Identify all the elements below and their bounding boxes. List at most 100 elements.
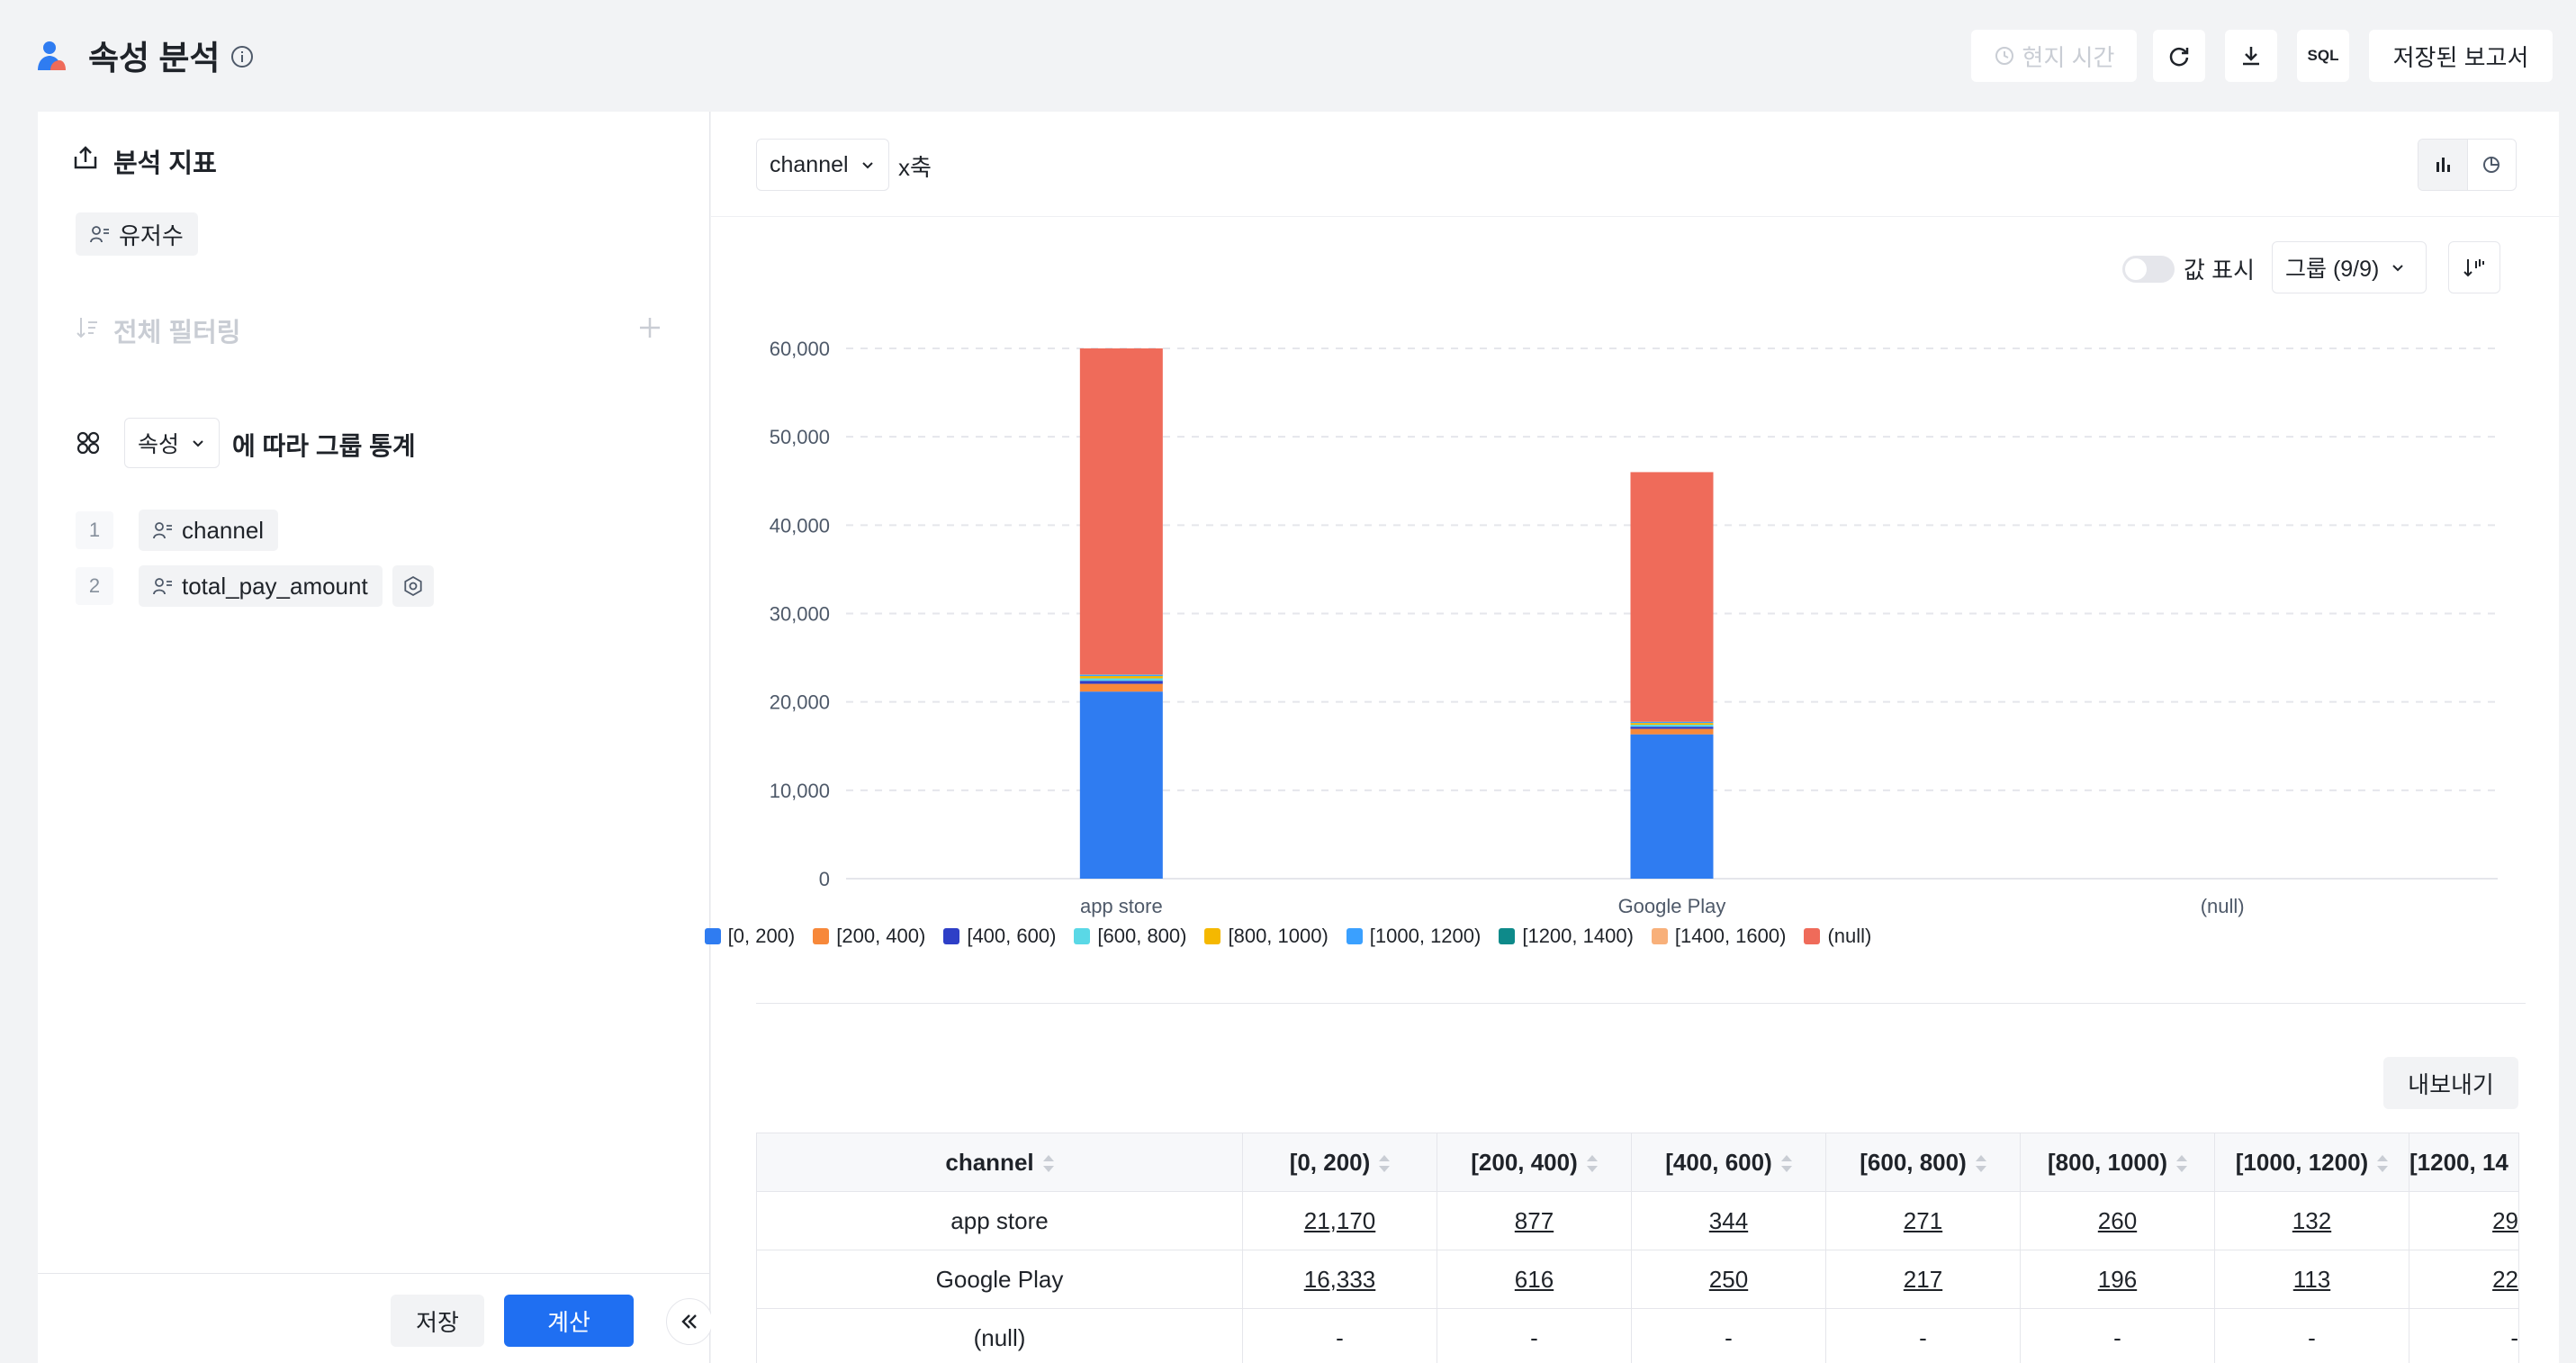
table-cell: - <box>2020 1308 2215 1363</box>
bar-segment[interactable] <box>1079 691 1163 879</box>
cell-value-link[interactable]: 16,333 <box>1303 1265 1376 1293</box>
sort-arrows-icon[interactable] <box>2175 1154 2187 1173</box>
show-values-toggle[interactable] <box>2122 256 2175 283</box>
refresh-button[interactable] <box>2153 30 2205 82</box>
cell-value-link[interactable]: 616 <box>1514 1265 1554 1293</box>
group-type-select[interactable]: 속성 <box>124 418 221 468</box>
filter-icon <box>77 318 97 338</box>
legend-item[interactable]: [600, 800) <box>1074 925 1186 948</box>
refresh-icon <box>2169 47 2189 67</box>
table-cell: 196 <box>2020 1250 2215 1309</box>
bar-segment[interactable] <box>1079 683 1163 692</box>
bar-segment[interactable] <box>1079 674 1163 676</box>
sort-button[interactable] <box>2448 241 2500 293</box>
bar-segment[interactable] <box>1630 723 1714 726</box>
metric-tag-users[interactable]: 유저수 <box>76 212 198 256</box>
metrics-icon <box>74 146 97 169</box>
sql-button[interactable]: SQL <box>2297 30 2349 82</box>
column-header[interactable]: [1000, 1200) <box>2214 1133 2409 1192</box>
column-header[interactable]: [200, 400) <box>1437 1133 1632 1192</box>
bar-chart-toggle[interactable] <box>2418 140 2467 190</box>
group-filter-select[interactable]: 그룹 (9/9) <box>2272 241 2427 293</box>
bar-segment[interactable] <box>1079 681 1163 684</box>
column-header-label: [0, 200) <box>1289 1148 1371 1176</box>
column-header[interactable]: [400, 600) <box>1631 1133 1826 1192</box>
local-time-label: 현지 시간 <box>2022 43 2115 71</box>
legend-item[interactable]: [1200, 1400) <box>1499 925 1634 948</box>
column-header[interactable]: [1200, 14 <box>2409 1133 2519 1192</box>
cell-value-link[interactable]: 22 <box>2492 1265 2518 1293</box>
cell-value-link[interactable]: 271 <box>1903 1206 1943 1234</box>
collapse-panel-button[interactable] <box>666 1298 713 1345</box>
group-item-channel[interactable]: channel <box>139 510 279 551</box>
bar-segment[interactable] <box>1630 472 1714 722</box>
bar-segment[interactable] <box>1630 721 1714 724</box>
group-item-total-pay-amount[interactable]: total_pay_amount <box>139 565 383 607</box>
calculate-label: 계산 <box>547 1308 590 1336</box>
column-header[interactable]: [0, 200) <box>1242 1133 1437 1192</box>
double-chevron-left-icon <box>681 1314 697 1329</box>
column-header-label: [200, 400) <box>1471 1148 1578 1176</box>
legend-swatch <box>813 928 830 944</box>
legend-item[interactable]: [0, 200) <box>704 925 795 948</box>
bar-segment[interactable] <box>1079 675 1163 679</box>
chevron-down-icon <box>2392 265 2404 272</box>
group-icon <box>77 431 100 455</box>
export-button[interactable]: 내보내기 <box>2383 1057 2518 1109</box>
footer-divider <box>38 1273 710 1274</box>
cell-value-link[interactable]: 877 <box>1514 1206 1554 1234</box>
bar-segment[interactable] <box>1630 725 1714 727</box>
column-header-channel[interactable]: channel <box>756 1133 1243 1192</box>
legend-swatch <box>943 928 960 944</box>
legend-item[interactable]: [400, 600) <box>943 925 1056 948</box>
cell-value-link[interactable]: 217 <box>1903 1265 1943 1293</box>
cell-value-link[interactable]: 196 <box>2097 1265 2138 1293</box>
sort-arrows-icon[interactable] <box>1780 1154 1792 1173</box>
legend-item[interactable]: [1400, 1600) <box>1651 925 1787 948</box>
download-button[interactable] <box>2225 30 2277 82</box>
sort-arrows-icon[interactable] <box>1586 1154 1598 1173</box>
sort-arrows-icon[interactable] <box>1042 1154 1054 1173</box>
bar-segment[interactable] <box>1630 728 1714 735</box>
saved-reports-button[interactable]: 저장된 보고서 <box>2369 30 2553 82</box>
table-cell: Google Play <box>756 1250 1243 1309</box>
group-settings-button[interactable] <box>392 565 434 607</box>
bar-segment[interactable] <box>1630 734 1714 879</box>
add-filter-icon[interactable] <box>637 315 662 340</box>
cell-value-link[interactable]: 113 <box>2292 1265 2331 1293</box>
save-button[interactable]: 저장 <box>391 1295 484 1347</box>
cell-value-link[interactable]: 132 <box>2292 1206 2332 1234</box>
bar-segment[interactable] <box>1079 348 1163 675</box>
info-icon[interactable] <box>230 45 254 68</box>
table-cell: 21,170 <box>1242 1191 1437 1250</box>
cell-value-link[interactable]: 260 <box>2097 1206 2138 1234</box>
legend-swatch <box>704 928 721 944</box>
calculate-button[interactable]: 계산 <box>504 1295 634 1347</box>
local-time-button[interactable]: 현지 시간 <box>1971 30 2137 82</box>
legend-swatch <box>1346 928 1363 944</box>
group-item-index: 2 <box>76 567 113 605</box>
column-header[interactable]: [600, 800) <box>1825 1133 2021 1192</box>
pie-chart-toggle[interactable] <box>2466 140 2516 190</box>
legend-item[interactable]: [200, 400) <box>813 925 925 948</box>
cell-value-link[interactable]: 29 <box>2492 1206 2518 1234</box>
dimension-select[interactable]: channel <box>756 139 889 191</box>
legend-label: [400, 600) <box>967 925 1057 947</box>
user-property-icon <box>90 226 109 243</box>
cell-value-link[interactable]: 344 <box>1708 1206 1749 1234</box>
bar-segment[interactable] <box>1079 678 1163 682</box>
legend-label: [1000, 1200) <box>1369 925 1482 947</box>
table-row: Google Play 16,333 616 250 217 196 113 22 <box>756 1250 2519 1309</box>
legend-label: [1400, 1600) <box>1674 925 1787 947</box>
cell-value-link[interactable]: 21,170 <box>1303 1206 1376 1234</box>
sort-arrows-icon[interactable] <box>1379 1154 1391 1173</box>
column-header[interactable]: [800, 1000) <box>2020 1133 2215 1192</box>
cell-value-link[interactable]: 250 <box>1708 1265 1749 1293</box>
sort-arrows-icon[interactable] <box>1975 1154 1986 1173</box>
sort-arrows-icon[interactable] <box>2377 1154 2389 1173</box>
legend-item[interactable]: (null) <box>1804 925 1871 948</box>
show-values-label: 값 표시 <box>2184 257 2255 284</box>
bar-segment[interactable] <box>1630 727 1714 729</box>
legend-item[interactable]: [1000, 1200) <box>1346 925 1482 948</box>
legend-item[interactable]: [800, 1000) <box>1204 925 1329 948</box>
